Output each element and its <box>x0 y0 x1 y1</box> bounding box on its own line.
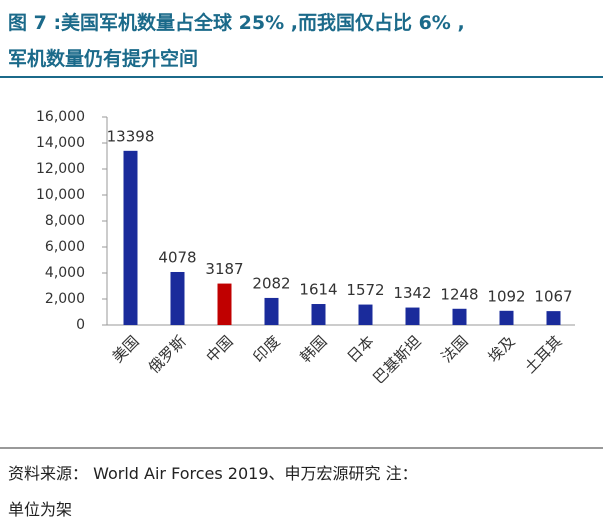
data-label: 1248 <box>440 285 478 303</box>
y-tick-label: 4,000 <box>45 265 85 281</box>
y-tick-label: 10,000 <box>36 187 85 203</box>
bar <box>311 304 326 325</box>
data-label: 3187 <box>205 260 243 278</box>
data-label: 1572 <box>346 281 384 299</box>
data-label: 13398 <box>107 127 155 145</box>
divider <box>0 76 603 78</box>
chart: 0 2,000 4,000 6,000 8,000 10,000 12,000 14,000 1… <box>36 109 575 387</box>
x-tick-label: 印度 <box>250 332 284 366</box>
y-tick-label: 14,000 <box>36 135 85 151</box>
data-label: 2082 <box>252 274 290 292</box>
source-note: 资料来源： World Air Forces 2019、申万宏源研究 注： <box>8 464 418 483</box>
y-tick-label: 8,000 <box>45 213 85 229</box>
x-tick-label: 法国 <box>438 332 472 366</box>
x-tick-label: 土耳其 <box>521 332 566 377</box>
data-label: 1614 <box>299 281 337 299</box>
y-tick-label: 0 <box>76 317 85 333</box>
x-tick-label: 日本 <box>344 332 378 366</box>
bar <box>123 150 138 325</box>
data-label: 4078 <box>158 248 196 266</box>
chart-title: 图 7 :美国军机数量占全球 25% ,而我国仅占比 6% , <box>8 12 465 34</box>
bar <box>358 304 373 325</box>
x-tick-label: 中国 <box>203 332 237 366</box>
bar <box>264 297 279 325</box>
y-tick-label: 12,000 <box>36 161 85 177</box>
y-tick-label: 2,000 <box>45 291 85 307</box>
bar <box>499 310 514 325</box>
data-label: 1067 <box>534 288 572 306</box>
bar <box>452 308 467 325</box>
bar <box>217 283 232 325</box>
x-tick-label: 韩国 <box>297 332 331 366</box>
chart-title: 军机数量仍有提升空间 <box>8 48 199 70</box>
divider <box>0 447 603 449</box>
source-note: 单位为架 <box>8 500 73 519</box>
x-tick-label: 埃及 <box>485 332 519 366</box>
bar <box>170 271 185 325</box>
data-label: 1342 <box>393 284 431 302</box>
bar <box>546 311 561 325</box>
y-tick-label: 6,000 <box>45 239 85 255</box>
y-tick-label: 16,000 <box>36 109 85 125</box>
data-label: 1092 <box>487 287 525 305</box>
bar <box>405 307 420 325</box>
x-tick-label: 俄罗斯 <box>145 332 190 377</box>
x-tick-label: 巴基斯坦 <box>369 332 424 387</box>
x-tick-label: 美国 <box>109 332 143 366</box>
